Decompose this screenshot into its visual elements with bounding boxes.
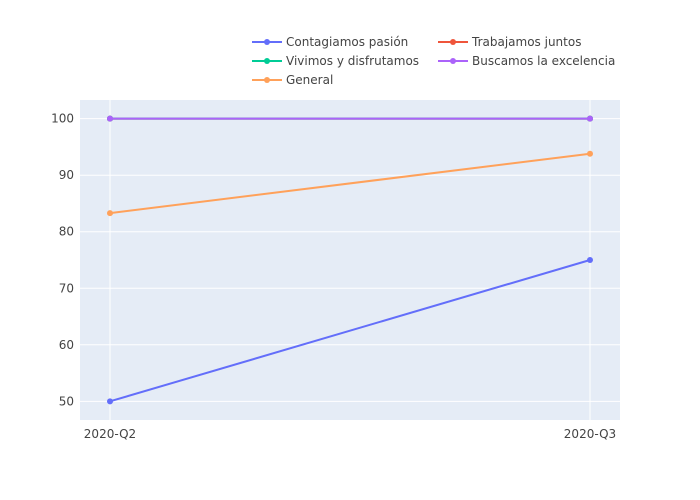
legend-swatch-marker [264, 77, 270, 83]
legend-item[interactable]: Trabajamos juntos [438, 35, 581, 49]
series-3 [107, 115, 593, 122]
data-point [587, 257, 593, 263]
y-tick-label: 80 [59, 225, 74, 239]
series-0 [107, 257, 593, 405]
legend-item[interactable]: Contagiamos pasión [252, 35, 408, 49]
legend-item[interactable]: Buscamos la excelencia [438, 54, 615, 68]
series-line [109, 259, 591, 403]
y-tick-label: 70 [59, 281, 74, 295]
x-tick-label: 2020-Q2 [84, 427, 136, 441]
data-point [107, 210, 113, 217]
y-tick-label: 100 [51, 112, 74, 126]
series-4 [107, 150, 593, 217]
y-axis-ticks: 50 60 70 80 90 100 [51, 112, 74, 409]
legend-label: Vivimos y disfrutamos [286, 54, 419, 68]
data-point [107, 398, 113, 405]
series-layer [107, 115, 593, 405]
legend-swatch-marker [264, 58, 270, 64]
legend-item[interactable]: Vivimos y disfrutamos [252, 54, 419, 68]
series-line [109, 152, 591, 215]
data-point [587, 115, 593, 122]
y-tick-label: 50 [59, 394, 74, 408]
y-tick-label: 60 [59, 338, 74, 352]
data-point [587, 150, 593, 157]
legend-item[interactable]: General [252, 73, 333, 87]
y-tick-label: 90 [59, 168, 74, 182]
legend-swatch-marker [450, 39, 456, 45]
legend[interactable]: Contagiamos pasión Trabajamos juntos Vivim… [252, 35, 615, 87]
x-tick-label: 2020-Q3 [564, 427, 616, 441]
legend-label: Contagiamos pasión [286, 35, 408, 49]
legend-swatch-marker [264, 39, 270, 45]
legend-label: Trabajamos juntos [471, 35, 581, 49]
legend-label: General [286, 73, 333, 87]
plot-area [80, 100, 620, 420]
data-point [107, 115, 113, 122]
legend-swatch-marker [450, 58, 456, 64]
legend-label: Buscamos la excelencia [472, 54, 615, 68]
x-axis-ticks: 2020-Q2 2020-Q3 [84, 427, 616, 441]
